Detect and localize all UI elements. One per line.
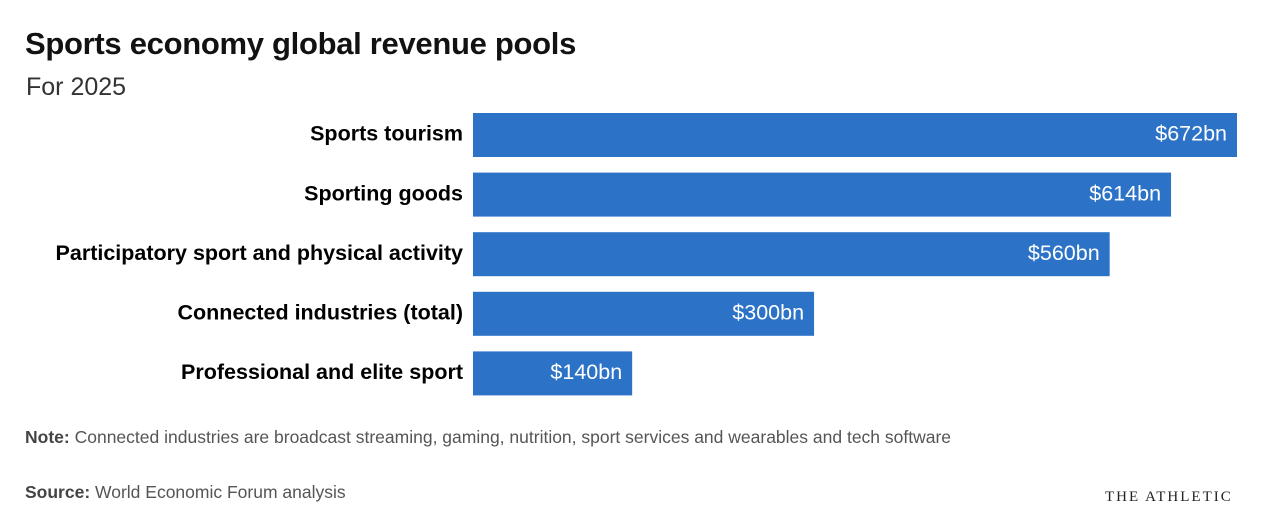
- credit-logo: THE ATHLETIC: [1105, 489, 1233, 505]
- category-label: Sporting goods: [304, 181, 463, 205]
- category-label: Participatory sport and physical activit…: [56, 241, 463, 265]
- note: Note: Connected industries are broadcast…: [25, 426, 1045, 449]
- source-label: Source:: [25, 482, 91, 502]
- value-label: $560bn: [1028, 241, 1100, 265]
- value-label: $614bn: [1089, 181, 1161, 205]
- bar: [473, 351, 633, 396]
- note-text: Connected industries are broadcast strea…: [74, 427, 952, 447]
- category-label: Professional and elite sport: [181, 360, 463, 384]
- bar: [473, 172, 1172, 217]
- source: Source: World Economic Forum analysis: [25, 482, 346, 503]
- note-label: Note:: [25, 427, 70, 447]
- value-label: $300bn: [732, 300, 804, 324]
- chart-subtitle: For 2025: [26, 73, 127, 101]
- chart-title: Sports economy global revenue pools: [25, 26, 577, 61]
- bar: [473, 232, 1110, 277]
- value-label: $140bn: [550, 360, 622, 384]
- category-label: Sports tourism: [310, 122, 463, 146]
- source-text: World Economic Forum analysis: [95, 482, 346, 502]
- value-label: $672bn: [1155, 122, 1227, 146]
- bar: [473, 291, 815, 336]
- chart: Sports tourism $672bn Sporting goods $614bn…: [56, 113, 1237, 396]
- category-label: Connected industries (total): [178, 300, 463, 324]
- bar: [473, 113, 1237, 157]
